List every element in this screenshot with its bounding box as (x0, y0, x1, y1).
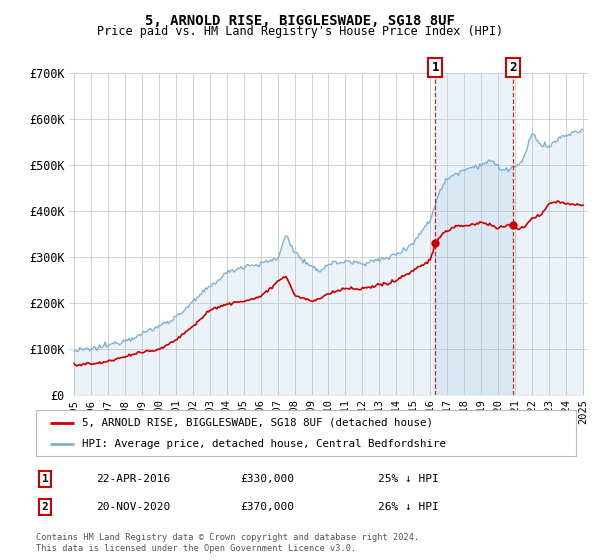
Text: 2: 2 (509, 60, 517, 74)
Text: 2: 2 (41, 502, 49, 512)
Text: 5, ARNOLD RISE, BIGGLESWADE, SG18 8UF: 5, ARNOLD RISE, BIGGLESWADE, SG18 8UF (145, 14, 455, 28)
Text: 1: 1 (41, 474, 49, 484)
Text: £330,000: £330,000 (240, 474, 294, 484)
Text: Price paid vs. HM Land Registry's House Price Index (HPI): Price paid vs. HM Land Registry's House … (97, 25, 503, 38)
Text: 5, ARNOLD RISE, BIGGLESWADE, SG18 8UF (detached house): 5, ARNOLD RISE, BIGGLESWADE, SG18 8UF (d… (82, 418, 433, 428)
Text: 1: 1 (431, 60, 439, 74)
Text: £370,000: £370,000 (240, 502, 294, 512)
Text: Contains HM Land Registry data © Crown copyright and database right 2024.
This d: Contains HM Land Registry data © Crown c… (36, 533, 419, 553)
Text: 25% ↓ HPI: 25% ↓ HPI (378, 474, 439, 484)
Text: 22-APR-2016: 22-APR-2016 (96, 474, 170, 484)
Text: 26% ↓ HPI: 26% ↓ HPI (378, 502, 439, 512)
Text: 20-NOV-2020: 20-NOV-2020 (96, 502, 170, 512)
Text: HPI: Average price, detached house, Central Bedfordshire: HPI: Average price, detached house, Cent… (82, 439, 446, 449)
Bar (436, 73, 514, 395)
